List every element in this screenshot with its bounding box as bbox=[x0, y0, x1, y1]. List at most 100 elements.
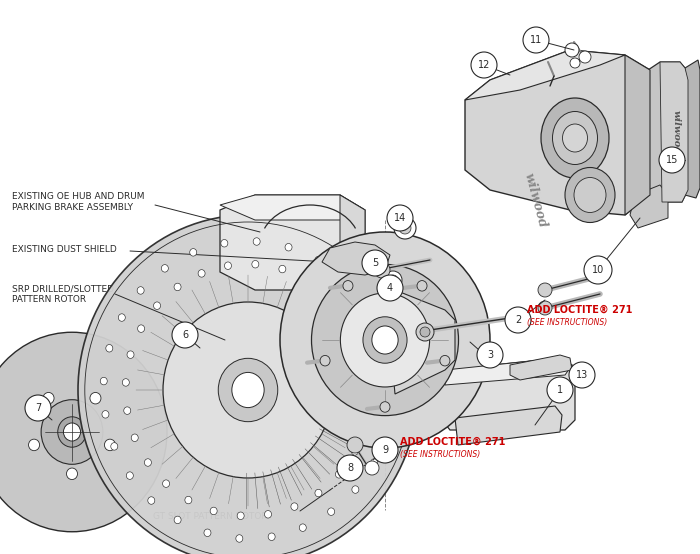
Text: (SEE INSTRUCTIONS): (SEE INSTRUCTIONS) bbox=[527, 317, 608, 326]
Circle shape bbox=[372, 437, 398, 463]
Text: (SEE INSTRUCTIONS): (SEE INSTRUCTIONS) bbox=[400, 449, 480, 459]
Circle shape bbox=[394, 217, 416, 239]
Polygon shape bbox=[220, 195, 365, 220]
Circle shape bbox=[569, 362, 595, 388]
Ellipse shape bbox=[0, 332, 167, 532]
Ellipse shape bbox=[351, 448, 358, 455]
Ellipse shape bbox=[106, 345, 113, 352]
Circle shape bbox=[172, 322, 198, 348]
Ellipse shape bbox=[253, 238, 260, 245]
Ellipse shape bbox=[252, 260, 259, 268]
Circle shape bbox=[399, 222, 411, 234]
Ellipse shape bbox=[574, 177, 606, 213]
Ellipse shape bbox=[387, 362, 394, 370]
Ellipse shape bbox=[118, 314, 125, 321]
Ellipse shape bbox=[378, 330, 385, 337]
Polygon shape bbox=[645, 62, 688, 202]
Circle shape bbox=[547, 377, 573, 403]
Ellipse shape bbox=[563, 124, 587, 152]
Circle shape bbox=[387, 205, 413, 231]
Polygon shape bbox=[438, 358, 575, 430]
Ellipse shape bbox=[343, 280, 353, 291]
Ellipse shape bbox=[285, 243, 292, 251]
Ellipse shape bbox=[358, 338, 365, 346]
Text: 4: 4 bbox=[387, 283, 393, 293]
Ellipse shape bbox=[304, 276, 311, 284]
Polygon shape bbox=[510, 355, 572, 380]
Ellipse shape bbox=[153, 302, 160, 310]
Text: wilwood: wilwood bbox=[522, 171, 549, 229]
Circle shape bbox=[384, 271, 402, 289]
Ellipse shape bbox=[185, 496, 192, 504]
Ellipse shape bbox=[162, 480, 169, 488]
Circle shape bbox=[659, 147, 685, 173]
Circle shape bbox=[365, 461, 379, 475]
Ellipse shape bbox=[104, 439, 116, 450]
Circle shape bbox=[523, 27, 549, 53]
Ellipse shape bbox=[279, 265, 286, 273]
Ellipse shape bbox=[174, 516, 181, 524]
Ellipse shape bbox=[383, 428, 390, 435]
Circle shape bbox=[565, 43, 579, 57]
Ellipse shape bbox=[265, 511, 272, 518]
Ellipse shape bbox=[122, 379, 130, 386]
Ellipse shape bbox=[127, 351, 134, 358]
Circle shape bbox=[388, 275, 398, 285]
Ellipse shape bbox=[328, 508, 335, 515]
Polygon shape bbox=[455, 406, 562, 445]
Ellipse shape bbox=[326, 293, 333, 300]
Ellipse shape bbox=[389, 395, 396, 403]
Circle shape bbox=[538, 301, 552, 315]
Text: GT SLOT PATTERN ROTOR: GT SLOT PATTERN ROTOR bbox=[153, 512, 267, 521]
Ellipse shape bbox=[43, 392, 54, 404]
Ellipse shape bbox=[204, 529, 211, 536]
Text: SRP DRILLED/SLOTTED: SRP DRILLED/SLOTTED bbox=[12, 284, 114, 293]
Ellipse shape bbox=[341, 276, 348, 283]
Ellipse shape bbox=[218, 358, 278, 422]
Ellipse shape bbox=[372, 326, 398, 354]
Ellipse shape bbox=[344, 314, 351, 321]
Ellipse shape bbox=[320, 356, 330, 366]
Polygon shape bbox=[465, 50, 650, 215]
Ellipse shape bbox=[163, 302, 333, 478]
Ellipse shape bbox=[236, 535, 243, 542]
Ellipse shape bbox=[41, 399, 103, 464]
Ellipse shape bbox=[137, 287, 144, 294]
Ellipse shape bbox=[111, 443, 118, 450]
Circle shape bbox=[374, 262, 390, 278]
Circle shape bbox=[420, 327, 430, 337]
Ellipse shape bbox=[66, 468, 78, 480]
Ellipse shape bbox=[280, 232, 490, 448]
Circle shape bbox=[370, 255, 386, 271]
Ellipse shape bbox=[340, 293, 430, 387]
Ellipse shape bbox=[126, 472, 133, 479]
Text: EXISTING OE HUB AND DRUM: EXISTING OE HUB AND DRUM bbox=[12, 192, 144, 201]
Text: 15: 15 bbox=[666, 155, 678, 165]
Polygon shape bbox=[660, 62, 688, 202]
Ellipse shape bbox=[335, 470, 342, 478]
Text: 8: 8 bbox=[347, 463, 353, 473]
Ellipse shape bbox=[161, 265, 168, 272]
Ellipse shape bbox=[268, 533, 275, 541]
Ellipse shape bbox=[190, 249, 197, 256]
Ellipse shape bbox=[124, 407, 131, 414]
Ellipse shape bbox=[417, 280, 427, 291]
Ellipse shape bbox=[365, 366, 372, 373]
Ellipse shape bbox=[541, 98, 609, 178]
Ellipse shape bbox=[440, 356, 450, 366]
Circle shape bbox=[584, 256, 612, 284]
Text: EXISTING DUST SHIELD: EXISTING DUST SHIELD bbox=[12, 245, 117, 254]
Ellipse shape bbox=[225, 262, 232, 269]
Ellipse shape bbox=[57, 417, 86, 447]
Circle shape bbox=[538, 283, 552, 297]
Ellipse shape bbox=[102, 411, 109, 418]
Ellipse shape bbox=[210, 507, 217, 515]
Polygon shape bbox=[385, 286, 455, 394]
Ellipse shape bbox=[198, 270, 205, 277]
Ellipse shape bbox=[367, 394, 374, 401]
Ellipse shape bbox=[552, 111, 598, 165]
Ellipse shape bbox=[64, 423, 80, 441]
Circle shape bbox=[570, 58, 580, 68]
Ellipse shape bbox=[300, 524, 307, 531]
Polygon shape bbox=[685, 60, 700, 198]
